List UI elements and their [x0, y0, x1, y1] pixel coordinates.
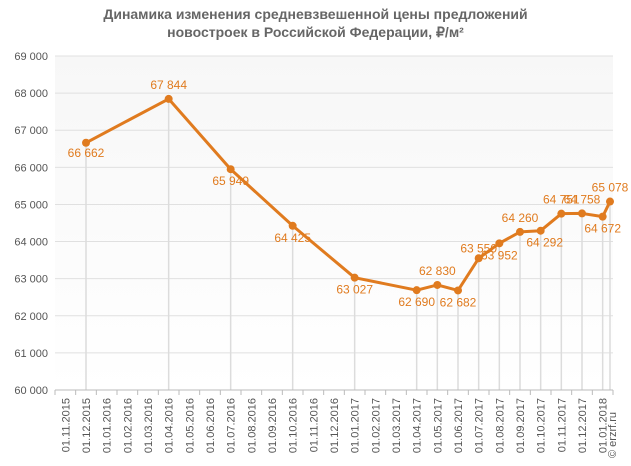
y-tick-label: 61 000	[14, 348, 48, 360]
y-tick-label: 62 000	[14, 311, 48, 323]
data-point	[82, 138, 90, 147]
chart-title-line-1: Динамика изменения средневзвешенной цены…	[103, 6, 528, 22]
data-point	[598, 212, 607, 221]
x-tick-label: 01.01.2018	[598, 398, 610, 453]
data-point	[474, 254, 483, 263]
data-point	[557, 209, 566, 218]
data-label: 62 682	[440, 295, 477, 309]
x-tick-label: 01.01.2017	[350, 398, 362, 453]
data-point	[578, 209, 586, 218]
y-tick-label: 68 000	[14, 88, 48, 100]
data-point	[606, 197, 614, 206]
x-tick-label: 01.03.2017	[391, 398, 403, 453]
data-label: 63 952	[481, 248, 518, 262]
x-tick-label: 01.02.2016	[122, 398, 134, 453]
watermark-text: © erzrf.ru	[607, 412, 619, 458]
x-tick-label: 01.04.2017	[412, 398, 424, 453]
x-tick-label: 01.12.2016	[329, 398, 341, 453]
series-line	[85, 97, 612, 292]
data-label: 66 662	[68, 146, 105, 160]
x-tick-label: 01.06.2016	[205, 398, 217, 453]
x-tick-label: 01.12.2017	[577, 398, 589, 453]
x-tick-label: 01.04.2016	[164, 398, 176, 453]
data-label: 63 550	[460, 241, 497, 255]
data-label: 64 751	[543, 193, 580, 207]
data-label: 67 844	[150, 78, 187, 92]
x-tick-label: 01.08.2016	[246, 398, 258, 453]
chart-title: Динамика изменения средневзвешенной цены…	[0, 5, 631, 41]
data-point	[495, 239, 504, 248]
data-point	[412, 286, 421, 295]
y-tick-label: 60 000	[14, 385, 48, 397]
x-tick-label: 01.12.2015	[81, 398, 93, 453]
y-axis: 60 000 61 000 62 000 63 000 64 000 65 000 66 0…	[14, 51, 48, 397]
x-tick-label: 01.02.2017	[370, 398, 382, 453]
y-tick-label: 66 000	[14, 162, 48, 174]
series-layer	[82, 94, 614, 295]
x-tick-label: 01.11.2015	[60, 398, 72, 452]
x-tick-label: 01.09.2017	[515, 398, 527, 453]
y-tick-label: 64 000	[14, 237, 48, 249]
data-point	[288, 221, 297, 230]
x-tick-label: 01.01.2016	[102, 398, 114, 453]
x-tick-label: 01.06.2017	[453, 398, 465, 453]
x-tick-label: 01.10.2017	[536, 398, 548, 453]
data-label: 64 425	[274, 231, 311, 245]
data-labels: 66 662 67 844 65 949 64 425 63 027 62 690 62 8…	[68, 78, 629, 310]
data-label: 63 027	[336, 283, 373, 297]
data-label: 64 260	[502, 211, 539, 225]
x-axis: 01.11.2015 01.12.2015 01.01.2016 01.02.2016…	[54, 389, 614, 453]
data-label: 64 292	[526, 236, 563, 250]
data-label: 62 690	[398, 295, 435, 309]
data-point	[433, 280, 442, 289]
data-point	[454, 286, 462, 295]
data-point	[516, 227, 524, 236]
x-tick-label: 01.09.2016	[267, 398, 279, 453]
y-tick-label: 69 000	[14, 51, 48, 63]
data-label: 64 672	[584, 222, 621, 236]
x-tick-label: 01.08.2017	[494, 398, 506, 453]
x-tick-label: 01.03.2016	[143, 398, 155, 453]
y-tick-label: 63 000	[14, 274, 48, 286]
x-tick-label: 01.07.2016	[226, 398, 238, 453]
data-point	[350, 273, 359, 282]
data-label: 64 758	[564, 192, 601, 206]
data-label: 65 949	[212, 174, 249, 188]
x-tick-label: 01.07.2017	[474, 398, 486, 453]
data-label: 62 830	[419, 264, 456, 278]
data-label: 65 078	[592, 181, 629, 195]
data-point	[536, 226, 545, 235]
chart-title-line-2: новостроек в Российской Федерации, ₽/м²	[167, 24, 464, 40]
x-tick-label: 01.11.2017	[556, 398, 568, 452]
drop-lines	[85, 98, 611, 390]
watermark: © erzrf.ru	[607, 412, 619, 458]
x-tick-label: 01.05.2017	[432, 398, 444, 453]
x-tick-label: 01.05.2016	[184, 398, 196, 453]
data-point	[226, 165, 235, 174]
x-tick-label: 01.11.2016	[308, 398, 320, 452]
x-tick-label: 01.10.2016	[288, 398, 300, 453]
y-tick-label: 65 000	[14, 199, 48, 211]
y-tick-label: 67 000	[14, 125, 48, 137]
data-point	[164, 94, 173, 103]
